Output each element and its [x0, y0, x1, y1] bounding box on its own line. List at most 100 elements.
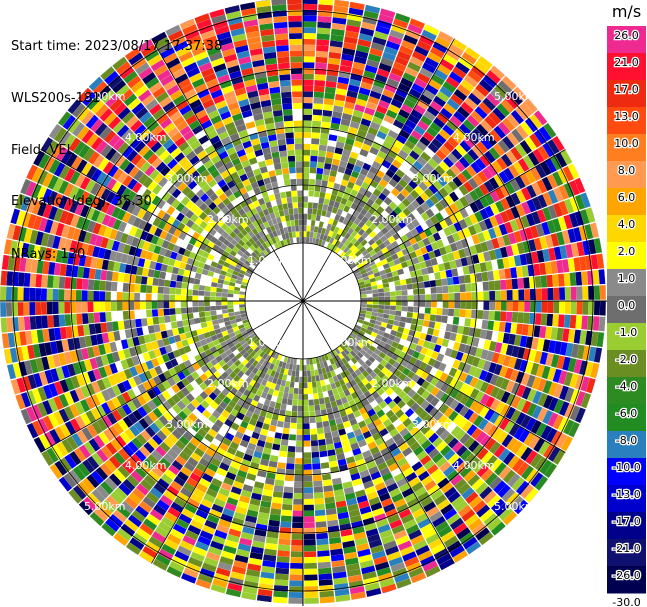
velocity-gate	[291, 370, 296, 377]
velocity-gate	[367, 301, 373, 305]
velocity-gate	[367, 408, 376, 417]
velocity-gate	[335, 398, 343, 406]
velocity-gate	[515, 443, 528, 458]
velocity-gate	[570, 301, 577, 315]
velocity-gate	[375, 437, 385, 446]
velocity-gate	[475, 390, 485, 403]
velocity-gate	[337, 346, 344, 353]
velocity-gate	[351, 364, 358, 372]
velocity-gate	[420, 346, 428, 355]
velocity-gate	[400, 545, 415, 557]
velocity-gate	[442, 418, 453, 429]
velocity-gate	[376, 487, 389, 497]
velocity-gate	[343, 348, 350, 356]
velocity-gate	[371, 391, 380, 400]
velocity-gate	[332, 565, 346, 574]
velocity-gate	[463, 469, 476, 483]
velocity-gate	[472, 500, 487, 513]
velocity-gate	[381, 318, 389, 324]
velocity-gate	[482, 310, 490, 320]
velocity-gate	[338, 352, 344, 360]
velocity-gate	[376, 409, 386, 418]
velocity-gate	[275, 567, 289, 575]
velocity-gate	[414, 406, 425, 416]
colorbar-tick-label: 1.0	[618, 272, 636, 285]
velocity-gate	[326, 443, 335, 451]
velocity-gate	[394, 378, 403, 387]
velocity-gate	[368, 539, 383, 549]
velocity-gate	[454, 402, 465, 414]
velocity-gate	[283, 492, 293, 499]
velocity-gate	[459, 405, 470, 417]
velocity-gate	[390, 562, 406, 573]
velocity-gate	[303, 510, 315, 517]
velocity-gate	[379, 467, 391, 477]
velocity-gate	[383, 503, 396, 513]
velocity-gate	[266, 531, 279, 539]
velocity-gate	[594, 301, 601, 316]
velocity-gate	[390, 305, 396, 311]
velocity-gate	[317, 368, 323, 375]
velocity-gate	[412, 312, 419, 319]
velocity-gate	[377, 442, 388, 452]
velocity-gate	[290, 557, 303, 564]
velocity-gate	[366, 307, 373, 312]
colorbar-tick-label: 10.0	[614, 137, 639, 150]
velocity-gate	[580, 376, 590, 392]
velocity-gate	[393, 336, 401, 344]
velocity-gate	[419, 361, 428, 371]
velocity-gate	[384, 305, 391, 310]
velocity-gate	[372, 476, 384, 486]
velocity-gate	[347, 503, 359, 512]
velocity-gate	[443, 407, 454, 418]
velocity-gate	[483, 339, 491, 350]
velocity-gate	[364, 403, 373, 412]
velocity-gate	[446, 469, 459, 482]
velocity-gate	[320, 409, 328, 416]
velocity-gate	[424, 480, 437, 491]
velocity-gate	[535, 422, 547, 437]
velocity-gate	[450, 425, 462, 437]
velocity-gate	[519, 335, 528, 348]
velocity-gate	[311, 375, 316, 382]
velocity-gate	[303, 376, 308, 383]
velocity-gate	[381, 367, 389, 375]
velocity-gate	[280, 515, 292, 522]
velocity-gate	[356, 351, 364, 359]
velocity-gate	[380, 322, 388, 328]
velocity-gate	[303, 498, 314, 505]
velocity-gate	[416, 377, 426, 387]
velocity-gate	[411, 374, 421, 383]
velocity-gate	[360, 385, 368, 394]
velocity-gate	[524, 488, 539, 503]
velocity-gate	[403, 376, 412, 385]
velocity-gate	[297, 417, 303, 424]
velocity-gate	[402, 447, 413, 457]
velocity-gate	[450, 474, 463, 486]
velocity-gate	[296, 429, 303, 435]
velocity-gate	[324, 366, 331, 373]
velocity-gate	[434, 369, 444, 379]
velocity-gate	[514, 334, 522, 347]
velocity-gate	[459, 372, 468, 383]
velocity-gate	[327, 449, 336, 457]
velocity-gate	[518, 429, 530, 443]
velocity-gate	[443, 331, 452, 340]
velocity-gate	[457, 482, 471, 495]
velocity-gate	[354, 537, 368, 546]
velocity-gate	[513, 358, 523, 371]
velocity-gate	[391, 325, 399, 332]
velocity-gate	[326, 371, 333, 379]
velocity-gate	[431, 351, 439, 360]
velocity-gate	[330, 370, 337, 377]
velocity-gate	[505, 393, 516, 406]
velocity-gate	[574, 374, 585, 390]
velocity-gate	[275, 473, 285, 481]
velocity-gate	[425, 373, 435, 383]
velocity-gate	[537, 407, 548, 422]
velocity-gate	[538, 440, 551, 456]
velocity-gate	[422, 340, 431, 349]
velocity-gate	[520, 447, 533, 461]
velocity-gate	[465, 541, 481, 555]
velocity-gate	[407, 306, 414, 313]
